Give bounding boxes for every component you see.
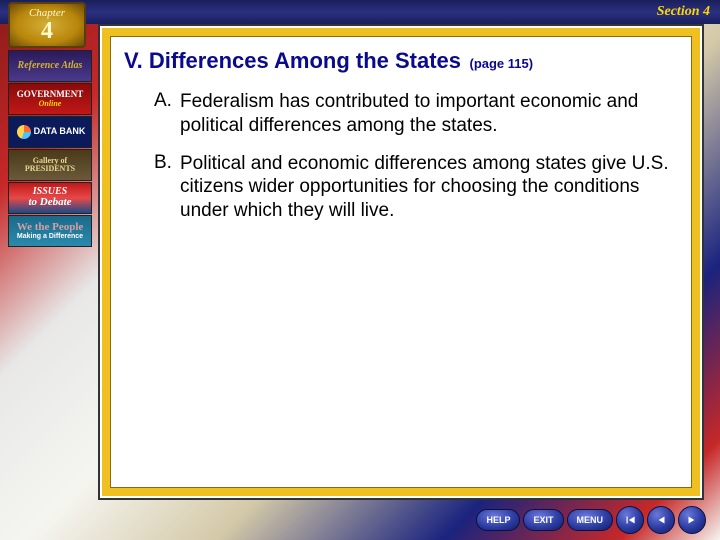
nav-label: HELP: [486, 515, 510, 525]
content-card: V. Differences Among the States (page 11…: [98, 24, 704, 500]
sidebar-issues-debate[interactable]: ISSUES to Debate: [8, 182, 92, 214]
sidebar-reference-atlas[interactable]: Reference Atlas: [8, 50, 92, 82]
slide-background: Section 4 Chapter 4 Reference Atlas GOVE…: [0, 0, 720, 540]
outline-list: A. Federalism has contributed to importa…: [154, 90, 678, 223]
chapter-number: 4: [41, 19, 53, 43]
sidebar-label: ISSUES: [33, 186, 67, 197]
nav-label: EXIT: [533, 515, 553, 525]
sidebar-we-the-people[interactable]: We the People Making a Difference: [8, 215, 92, 247]
sidebar-label: We the People: [17, 221, 84, 233]
sidebar-sublabel: Online: [39, 99, 62, 108]
sidebar-label: DATA BANK: [34, 127, 86, 136]
page-title: V. Differences Among the States: [124, 48, 461, 73]
next-button[interactable]: [678, 506, 706, 534]
sidebar-sublabel: Making a Difference: [17, 233, 83, 240]
outline-text: Federalism has contributed to important …: [180, 90, 678, 138]
bottom-nav: HELP EXIT MENU: [476, 506, 706, 534]
nav-label: MENU: [577, 515, 604, 525]
pie-chart-icon: [17, 125, 31, 139]
sidebar-sublabel: to Debate: [28, 196, 71, 208]
sidebar: Reference Atlas GOVERNMENT Online DATA B…: [8, 50, 92, 247]
sidebar-label: GOVERNMENT: [17, 89, 84, 99]
top-banner: Section 4: [0, 0, 720, 24]
outline-text: Political and economic differences among…: [180, 152, 678, 223]
prev-button[interactable]: [647, 506, 675, 534]
outline-label: A.: [154, 90, 180, 138]
prev-skip-icon: [623, 513, 637, 527]
prev-skip-button[interactable]: [616, 506, 644, 534]
yellow-frame: V. Differences Among the States (page 11…: [102, 28, 700, 496]
arrow-right-icon: [685, 513, 699, 527]
help-button[interactable]: HELP: [476, 509, 520, 531]
sidebar-label: Reference Atlas: [18, 61, 83, 72]
sidebar-sublabel: PRESIDENTS: [25, 164, 75, 173]
content-inner: V. Differences Among the States (page 11…: [124, 48, 678, 476]
outline-label: B.: [154, 152, 180, 223]
outline-item: B. Political and economic differences am…: [154, 152, 678, 223]
sidebar-gallery-presidents[interactable]: Gallery of PRESIDENTS: [8, 149, 92, 181]
menu-button[interactable]: MENU: [567, 509, 614, 531]
chapter-emblem: Chapter 4: [8, 2, 86, 48]
sidebar-data-bank[interactable]: DATA BANK: [8, 116, 92, 148]
section-label: Section 4: [657, 4, 710, 20]
exit-button[interactable]: EXIT: [523, 509, 563, 531]
heading-row: V. Differences Among the States (page 11…: [124, 48, 678, 74]
sidebar-government-online[interactable]: GOVERNMENT Online: [8, 83, 92, 115]
outline-item: A. Federalism has contributed to importa…: [154, 90, 678, 138]
page-reference: (page 115): [469, 56, 533, 71]
arrow-left-icon: [654, 513, 668, 527]
